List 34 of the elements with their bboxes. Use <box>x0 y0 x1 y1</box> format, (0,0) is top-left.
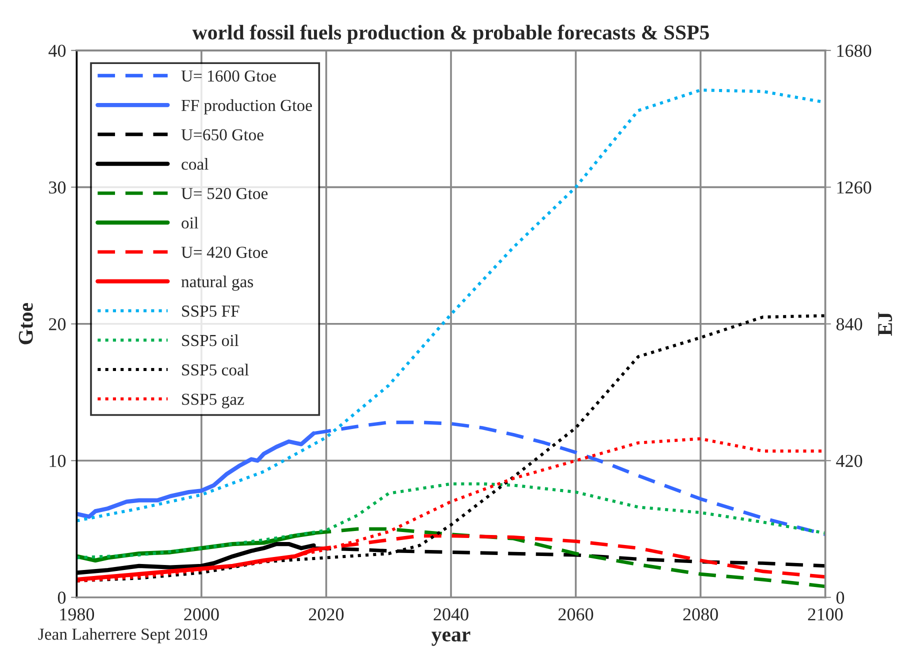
y2-tick-label: 1680 <box>837 44 872 57</box>
x-tick-label: 2060 <box>558 608 594 620</box>
y-tick-label: 30 <box>49 181 66 194</box>
legend-label: SSP5 FF <box>182 306 240 317</box>
x-tick-label: 2100 <box>808 608 843 620</box>
legend-label: SSP5 coal <box>182 364 249 376</box>
y2-tick-label: 0 <box>836 592 844 604</box>
y-tick-label: 20 <box>48 318 66 330</box>
text: Jean Laherrere Sept 2019 <box>38 628 208 644</box>
x-tick-label: 2080 <box>683 608 718 620</box>
legend-label: coal <box>182 158 208 170</box>
legend-label: oil <box>182 216 198 229</box>
y2-tick-label: 840 <box>836 318 862 330</box>
y2-axis-title: EJ <box>878 312 892 336</box>
y-axis-title: Gtoe <box>18 303 33 344</box>
chart-title: world fossil fuels production & probable forecasts & SSP5 <box>192 24 709 44</box>
legend-label: natural gas <box>181 276 254 291</box>
x-axis-title: year <box>432 631 470 646</box>
y2-tick-label: 420 <box>836 454 862 468</box>
x-tick-label: 2040 <box>434 608 468 620</box>
x-tick-label: 1980 <box>60 608 94 620</box>
legend-label: U= 520 Gtoe <box>181 188 268 200</box>
y-tick-label: 40 <box>48 44 66 57</box>
x-tick-label: 2020 <box>308 608 344 620</box>
legend-label: SSP5 oil <box>182 334 239 346</box>
legend-label: U= 420 Gtoe <box>181 246 268 258</box>
y-tick-label: 0 <box>58 592 66 604</box>
legend-label: U=650 Gtoe <box>181 129 264 140</box>
legend-label: U= 1600 Gtoe <box>181 70 276 82</box>
y-tick-label: 10 <box>50 454 66 468</box>
legend-label: SSP5 gaz <box>182 394 244 408</box>
y2-tick-label: 1260 <box>837 181 872 194</box>
x-tick-label: 2000 <box>184 608 219 620</box>
legend-label: FF production Gtoe <box>181 99 312 114</box>
